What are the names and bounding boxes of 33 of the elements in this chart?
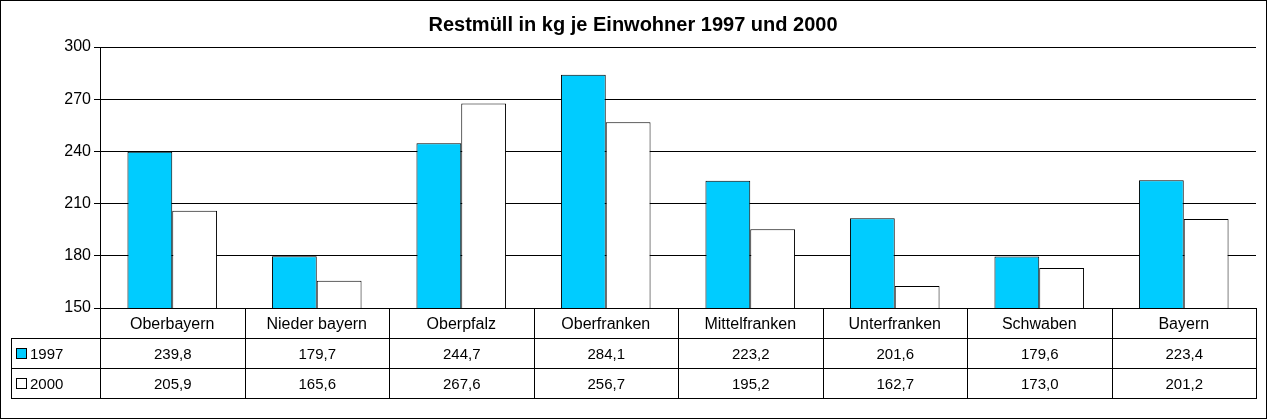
y-tick-label: 180 [64,246,92,264]
data-label: 179,6 [1020,344,1059,362]
data-label: 223,4 [1165,344,1204,362]
x-tick-label: Nieder bayern [266,315,367,333]
data-label: 284,1 [587,344,626,362]
x-tick-label: Bayern [1158,315,1210,333]
data-label: 223,2 [731,344,770,362]
legend-label: 2000 [30,374,64,392]
data-label: 179,7 [298,344,337,362]
data-label: 267,6 [442,374,481,392]
y-tick-label: 240 [64,141,92,159]
y-tick-label: 270 [64,89,92,107]
x-tick-label: Oberfranken [561,315,651,333]
y-tick-label: 210 [64,194,92,212]
x-tick-label: Schwaben [1001,315,1077,333]
data-label: 162,7 [876,374,915,392]
data-label: 239,8 [153,344,192,362]
data-label: 256,7 [587,374,626,392]
data-label: 205,9 [153,374,192,392]
y-tick-label: 300 [64,37,92,55]
data-label: 173,0 [1020,374,1059,392]
data-label: 201,2 [1165,374,1204,392]
x-tick-label: Oberbayern [130,315,215,333]
y-tick-label: 150 [64,298,92,316]
x-tick-label: Unterfranken [848,315,941,333]
x-tick-label: Mittelfranken [704,315,797,333]
data-label: 244,7 [442,344,481,362]
data-label: 165,6 [298,374,337,392]
x-tick-label: Oberpfalz [426,315,496,333]
data-label: 201,6 [876,344,915,362]
legend-label: 1997 [30,345,64,362]
data-label: 195,2 [731,374,770,392]
chart-title: Restmüll in kg je Einwohner 1997 und 2000 [428,12,838,35]
